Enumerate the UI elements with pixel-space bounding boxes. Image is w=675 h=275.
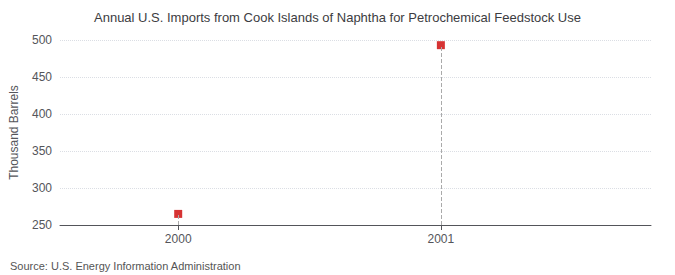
svg-text:Annual U.S. Imports from Cook: Annual U.S. Imports from Cook Islands of… [94, 10, 581, 25]
svg-text:300: 300 [32, 181, 52, 195]
svg-text:2000: 2000 [165, 232, 192, 246]
svg-text:500: 500 [32, 33, 52, 47]
svg-text:250: 250 [32, 218, 52, 232]
svg-text:Thousand Barrels: Thousand Barrels [7, 85, 21, 180]
svg-text:450: 450 [32, 70, 52, 84]
svg-text:2001: 2001 [428, 232, 455, 246]
svg-text:400: 400 [32, 107, 52, 121]
svg-text:Source: U.S. Energy Informatio: Source: U.S. Energy Information Administ… [10, 260, 241, 272]
svg-text:350: 350 [32, 144, 52, 158]
